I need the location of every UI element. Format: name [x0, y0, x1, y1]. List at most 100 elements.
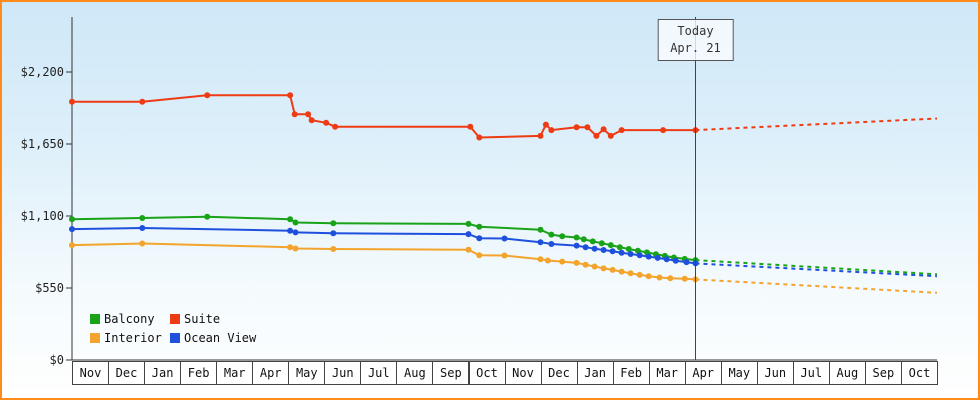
x-axis-month-label: Dec: [108, 361, 145, 385]
data-point: [593, 132, 600, 139]
data-point: [683, 259, 690, 266]
data-point: [573, 234, 580, 241]
legend-swatch-icon: [170, 333, 180, 343]
x-axis-month-label: Oct: [901, 361, 938, 385]
data-point: [600, 126, 607, 133]
data-point: [559, 258, 566, 265]
legend-entry-interior: Interior: [90, 331, 170, 345]
x-axis-month-label: May: [720, 361, 758, 385]
data-point: [660, 127, 667, 134]
data-point: [542, 121, 549, 128]
data-point: [476, 252, 483, 259]
legend-label: Suite: [184, 312, 221, 326]
data-point: [584, 124, 591, 131]
forecast-line: [695, 262, 938, 278]
data-point: [330, 220, 337, 227]
x-axis-month-label: Nov: [72, 361, 109, 385]
data-point: [537, 256, 544, 263]
legend-label: Ocean View: [184, 331, 257, 345]
data-point: [465, 231, 472, 238]
today-date: Apr. 21: [670, 41, 721, 55]
data-point: [573, 242, 580, 249]
legend-swatch-icon: [90, 314, 100, 324]
data-point: [598, 240, 605, 247]
x-axis-month-label: Apr: [252, 361, 290, 385]
x-axis-month-label: Feb: [612, 361, 650, 385]
data-point: [308, 117, 315, 124]
data-point: [656, 274, 663, 281]
legend-label: Balcony: [104, 312, 155, 326]
x-axis-month-label: Oct: [468, 361, 506, 385]
data-point: [627, 270, 634, 277]
x-axis-month-label: Aug: [828, 361, 866, 385]
x-axis-month-label: Aug: [396, 361, 434, 385]
forecast-line: [695, 278, 938, 294]
data-point: [573, 124, 580, 131]
data-point: [69, 98, 75, 105]
data-point: [139, 215, 146, 221]
data-point: [465, 220, 472, 227]
data-point: [330, 246, 337, 252]
data-point: [580, 236, 587, 243]
data-point: [645, 273, 652, 280]
data-point: [292, 229, 299, 236]
series-balcony: [69, 213, 938, 276]
data-point: [618, 249, 625, 256]
series-ocean-view: [69, 225, 938, 278]
x-axis-month-label: Jul: [792, 361, 830, 385]
series-interior: [69, 240, 938, 294]
data-point: [69, 226, 75, 233]
data-point: [548, 241, 555, 247]
data-point: [139, 225, 146, 231]
legend-swatch-icon: [170, 314, 180, 324]
data-point: [291, 111, 298, 118]
data-point: [634, 247, 641, 254]
data-point: [69, 242, 75, 249]
data-point: [544, 257, 551, 264]
data-point: [681, 275, 688, 282]
data-point: [465, 246, 472, 253]
today-title: Today: [677, 24, 714, 38]
data-point: [537, 239, 544, 246]
x-axis-month-label: Apr: [684, 361, 722, 385]
data-point: [537, 132, 544, 139]
forecast-line: [695, 117, 938, 132]
x-axis-month-label: Jan: [144, 361, 182, 385]
data-point: [645, 253, 652, 260]
data-point: [636, 252, 643, 259]
x-axis-month-label: May: [288, 361, 326, 385]
x-axis-month-label: Nov: [504, 361, 542, 385]
data-point: [618, 268, 625, 275]
y-axis-label: $0: [49, 353, 64, 367]
data-point: [589, 238, 596, 245]
data-point: [607, 242, 614, 249]
data-point: [573, 259, 580, 266]
legend-swatch-icon: [90, 333, 100, 343]
data-point: [139, 240, 146, 247]
data-point: [548, 231, 555, 238]
data-point: [672, 257, 679, 264]
data-point: [292, 245, 299, 252]
series-line: [71, 215, 696, 262]
data-point: [548, 127, 555, 134]
data-point: [537, 226, 544, 233]
x-axis-month-label: Jul: [360, 361, 398, 385]
data-point: [287, 227, 294, 234]
data-point: [501, 252, 508, 259]
x-axis-month-label: Dec: [540, 361, 578, 385]
data-point: [618, 127, 625, 134]
data-point: [332, 123, 339, 130]
data-point: [616, 244, 623, 251]
data-point: [663, 256, 670, 263]
forecast-line: [695, 259, 938, 276]
legend-label: Interior: [104, 331, 162, 345]
data-point: [607, 132, 614, 139]
data-point: [139, 98, 146, 105]
data-point: [654, 254, 661, 261]
data-point: [476, 223, 483, 230]
data-point: [287, 92, 294, 99]
data-point: [467, 123, 474, 130]
data-point: [609, 266, 616, 273]
plot-axes: [66, 17, 937, 361]
